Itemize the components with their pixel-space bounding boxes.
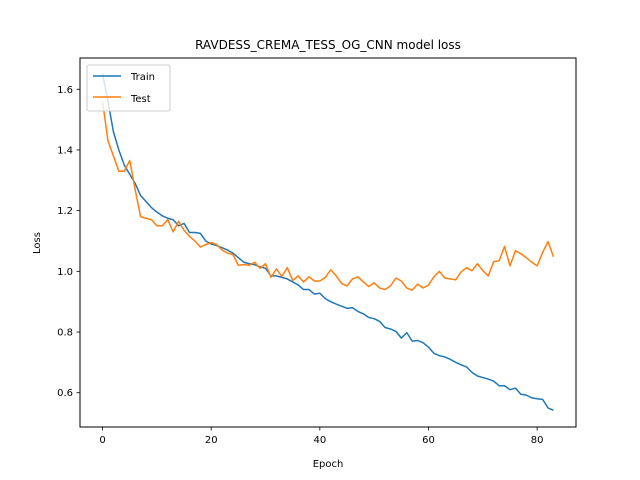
x-tick-label: 80 bbox=[531, 435, 544, 446]
legend-label-test: Test bbox=[130, 94, 151, 105]
x-tick-label: 60 bbox=[422, 435, 435, 446]
y-tick-label: 1.2 bbox=[57, 206, 73, 217]
y-tick-label: 1.4 bbox=[57, 145, 73, 156]
x-axis-label: Epoch bbox=[313, 459, 344, 470]
series-line-train bbox=[101, 73, 554, 411]
series-line-test bbox=[101, 101, 555, 291]
x-tick-label: 20 bbox=[205, 435, 218, 446]
x-axis-ticks: 0 20 40 60 80 bbox=[99, 427, 544, 446]
y-tick-label: 0.6 bbox=[57, 388, 73, 399]
x-tick-label: 0 bbox=[99, 435, 105, 446]
legend: Train Test bbox=[86, 64, 171, 112]
series-layer bbox=[101, 73, 555, 411]
x-tick-label: 40 bbox=[313, 435, 326, 446]
y-axis-ticks: 0.6 0.8 1.0 1.2 1.4 1.6 bbox=[57, 85, 80, 399]
legend-label-train: Train bbox=[130, 72, 155, 83]
y-tick-label: 1.6 bbox=[57, 85, 73, 96]
legend-box bbox=[86, 64, 171, 112]
y-tick-label: 0.8 bbox=[57, 328, 73, 339]
chart-title: RAVDESS_CREMA_TESS_OG_CNN model loss bbox=[195, 38, 461, 52]
y-axis-label: Loss bbox=[32, 232, 43, 254]
plot-frame bbox=[79, 57, 577, 428]
y-tick-label: 1.0 bbox=[57, 267, 73, 278]
